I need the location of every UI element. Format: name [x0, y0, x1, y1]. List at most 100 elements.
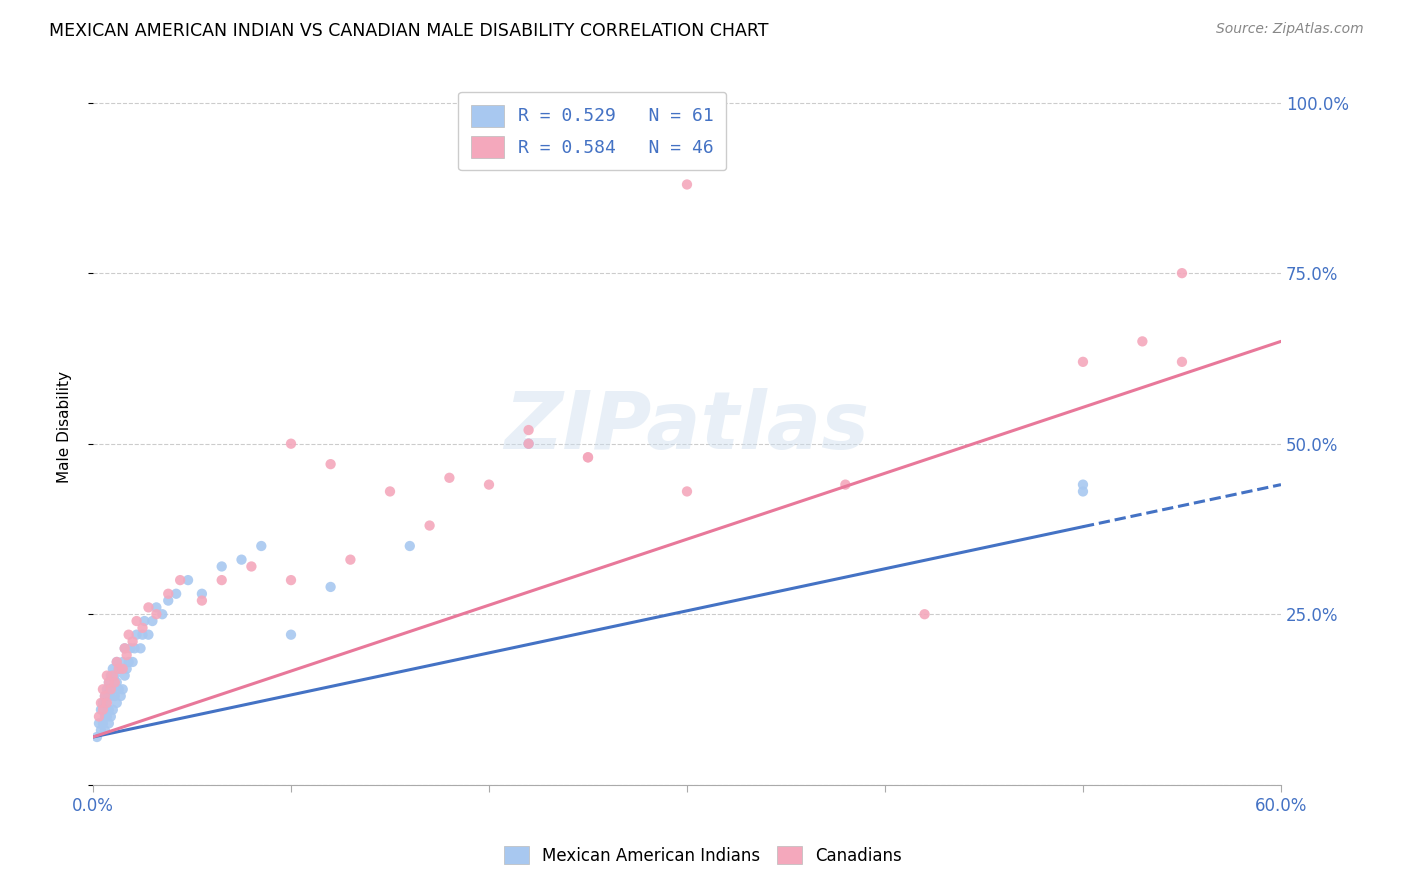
Point [90, 723, 112, 738]
Point [100, 668, 122, 682]
Point [97, 675, 120, 690]
Point [94, 689, 117, 703]
Point [250, 539, 273, 553]
Point [138, 628, 160, 642]
Point [378, 484, 401, 499]
Legend: R = 0.529   N = 61, R = 0.584   N = 46: R = 0.529 N = 61, R = 0.584 N = 46 [458, 92, 727, 170]
Point [94, 709, 117, 723]
Point [118, 628, 141, 642]
Point [91, 682, 114, 697]
Point [517, 436, 540, 450]
Point [134, 614, 156, 628]
Point [576, 450, 599, 465]
Point [114, 641, 136, 656]
Point [478, 477, 501, 491]
Point [145, 600, 167, 615]
Point [97, 716, 120, 731]
Point [107, 662, 129, 676]
Point [86, 730, 108, 744]
Point [87, 709, 110, 723]
Point [138, 600, 160, 615]
Point [834, 477, 856, 491]
Point [280, 628, 302, 642]
Point [90, 703, 112, 717]
Point [1071, 484, 1094, 499]
Point [150, 607, 173, 622]
Point [120, 641, 142, 656]
Point [676, 484, 699, 499]
Point [131, 621, 153, 635]
Point [177, 573, 200, 587]
Point [105, 655, 128, 669]
Point [96, 696, 118, 710]
Point [125, 614, 148, 628]
Point [97, 675, 120, 690]
Point [439, 471, 461, 485]
Point [165, 587, 187, 601]
Point [115, 662, 138, 676]
Point [111, 662, 134, 676]
Text: ZIPatlas: ZIPatlas [505, 388, 869, 466]
Point [145, 607, 167, 622]
Point [1130, 334, 1153, 349]
Point [107, 682, 129, 697]
Point [517, 436, 540, 450]
Point [101, 703, 124, 717]
Point [96, 682, 118, 697]
Point [96, 709, 118, 723]
Point [576, 450, 599, 465]
Point [319, 457, 342, 471]
Legend: Mexican American Indians, Canadians: Mexican American Indians, Canadians [494, 836, 912, 875]
Point [1171, 266, 1194, 280]
Point [91, 716, 114, 731]
Point [191, 587, 214, 601]
Point [121, 634, 143, 648]
Point [91, 696, 114, 710]
Point [1071, 355, 1094, 369]
Point [211, 573, 233, 587]
Text: Source: ZipAtlas.com: Source: ZipAtlas.com [1216, 22, 1364, 37]
Point [105, 655, 128, 669]
Point [157, 587, 180, 601]
Point [90, 696, 112, 710]
Point [104, 689, 127, 703]
Point [398, 539, 420, 553]
Point [101, 668, 124, 682]
Point [118, 655, 141, 669]
Point [105, 675, 128, 690]
Point [97, 703, 120, 717]
Point [100, 709, 122, 723]
Point [94, 723, 117, 738]
Point [104, 668, 127, 682]
Point [280, 573, 302, 587]
Point [339, 552, 361, 566]
Point [100, 689, 122, 703]
Point [107, 662, 129, 676]
Point [96, 696, 118, 710]
Point [124, 641, 146, 656]
Point [517, 423, 540, 437]
Point [110, 689, 132, 703]
Y-axis label: Male Disability: Male Disability [58, 371, 72, 483]
Point [121, 655, 143, 669]
Point [131, 628, 153, 642]
Point [141, 614, 163, 628]
Point [111, 682, 134, 697]
Point [105, 696, 128, 710]
Point [169, 573, 191, 587]
Point [91, 703, 114, 717]
Point [1171, 355, 1194, 369]
Point [97, 689, 120, 703]
Point [191, 593, 214, 607]
Point [319, 580, 342, 594]
Point [231, 552, 253, 566]
Point [114, 641, 136, 656]
Point [87, 716, 110, 731]
Point [914, 607, 936, 622]
Point [101, 682, 124, 697]
Point [1071, 477, 1094, 491]
Point [240, 559, 263, 574]
Point [129, 641, 152, 656]
Point [419, 518, 441, 533]
Point [94, 689, 117, 703]
